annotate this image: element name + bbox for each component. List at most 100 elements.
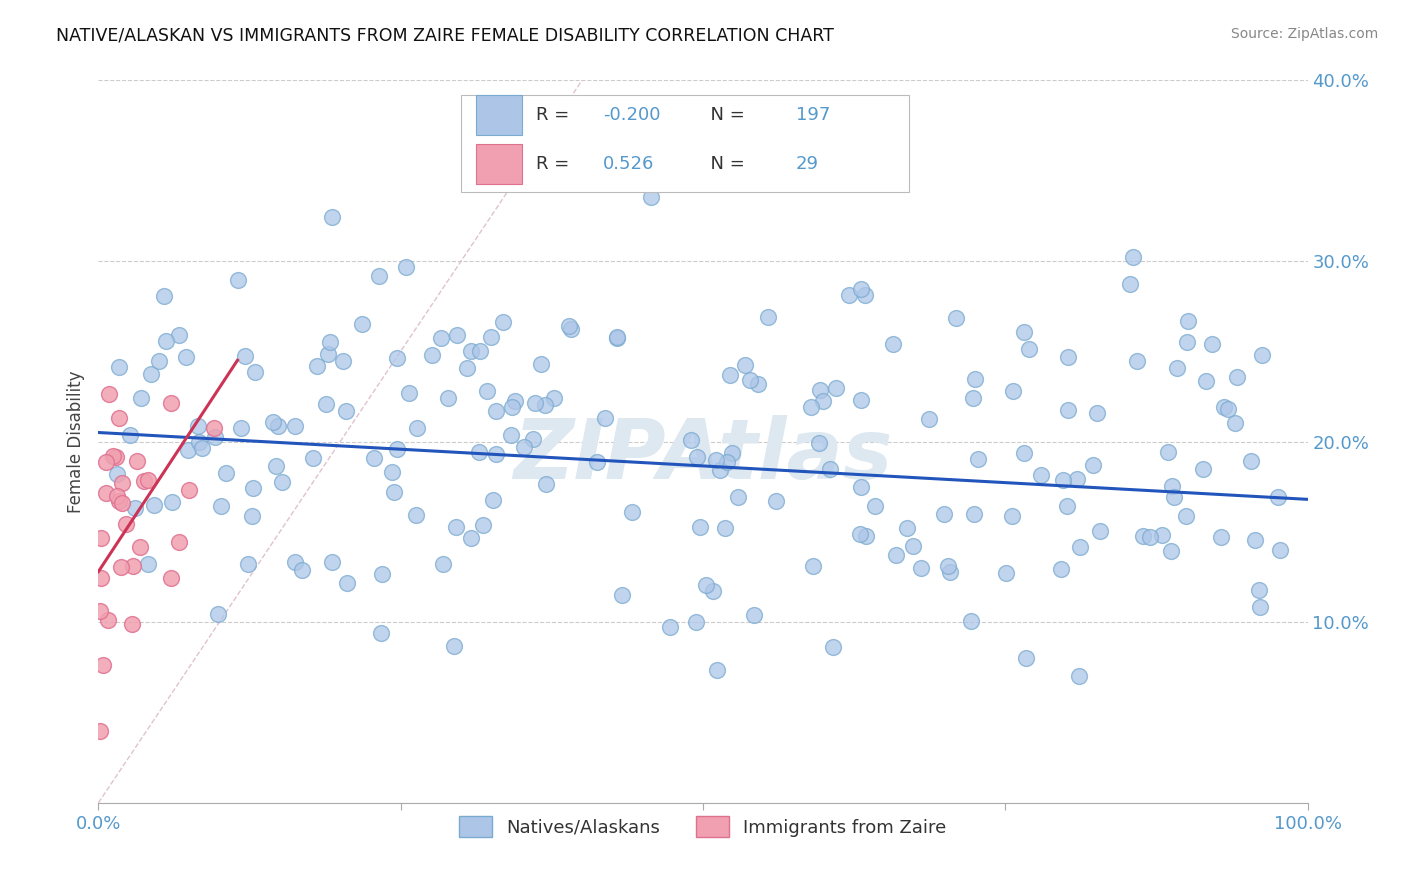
Point xyxy=(524,396,547,410)
Point xyxy=(838,287,860,301)
Point xyxy=(89,723,111,738)
Point xyxy=(395,260,418,275)
Point xyxy=(536,476,558,491)
Point xyxy=(938,566,960,580)
Point xyxy=(332,354,354,368)
Point xyxy=(321,210,343,224)
Point xyxy=(1223,417,1246,431)
Point xyxy=(560,322,582,336)
Point xyxy=(533,398,555,412)
Point xyxy=(896,521,918,535)
Point xyxy=(1018,343,1040,357)
Point xyxy=(352,317,374,331)
Point xyxy=(853,288,876,302)
Point xyxy=(202,421,225,435)
Point xyxy=(187,434,209,449)
Point xyxy=(432,557,454,571)
Point xyxy=(284,419,307,434)
Point xyxy=(121,616,143,631)
Point xyxy=(910,561,932,575)
Point xyxy=(437,391,460,405)
Point xyxy=(851,281,873,295)
Point xyxy=(387,351,409,366)
Point xyxy=(849,480,872,494)
Point xyxy=(264,458,287,473)
Point xyxy=(420,348,443,362)
Point xyxy=(962,391,984,405)
Point xyxy=(808,383,831,397)
Point xyxy=(91,657,114,672)
Point xyxy=(367,268,389,283)
Point xyxy=(190,442,212,456)
Point xyxy=(714,521,737,535)
Point xyxy=(1090,524,1112,539)
Text: 197: 197 xyxy=(796,106,831,124)
Point xyxy=(160,395,183,409)
Point xyxy=(1209,530,1232,544)
Point xyxy=(765,494,787,508)
Point xyxy=(704,452,727,467)
Point xyxy=(236,558,259,572)
Point xyxy=(1067,669,1090,683)
Point xyxy=(336,576,359,591)
Point xyxy=(468,343,491,358)
Point xyxy=(129,540,152,554)
Text: ZIPAtlas: ZIPAtlas xyxy=(513,416,893,497)
Point xyxy=(284,555,307,569)
Point xyxy=(307,359,329,374)
Point xyxy=(1175,334,1198,349)
Point xyxy=(686,450,709,464)
Text: NATIVE/ALASKAN VS IMMIGRANTS FROM ZAIRE FEMALE DISABILITY CORRELATION CHART: NATIVE/ALASKAN VS IMMIGRANTS FROM ZAIRE … xyxy=(56,27,834,45)
Point xyxy=(689,520,711,534)
Point xyxy=(965,372,987,386)
Point xyxy=(129,391,152,405)
Point xyxy=(177,483,200,498)
Point xyxy=(585,455,607,469)
Point xyxy=(1057,403,1080,417)
Point xyxy=(811,394,834,409)
Point xyxy=(136,558,159,572)
Point xyxy=(1081,458,1104,472)
Point xyxy=(111,475,134,490)
Point xyxy=(824,381,846,395)
Point xyxy=(1216,401,1239,416)
Point xyxy=(115,517,138,532)
Point xyxy=(1119,277,1142,291)
Point xyxy=(405,508,427,522)
Point xyxy=(160,494,183,508)
Point xyxy=(863,499,886,513)
Point xyxy=(169,327,191,342)
Point xyxy=(316,346,339,360)
Point xyxy=(718,368,741,383)
Point xyxy=(111,496,134,510)
Point xyxy=(1001,508,1024,523)
Point xyxy=(207,607,229,621)
Point xyxy=(994,566,1017,581)
Point xyxy=(1085,406,1108,420)
Point xyxy=(558,319,581,334)
Point xyxy=(1139,530,1161,544)
Point xyxy=(1212,400,1234,414)
Point xyxy=(530,357,553,371)
Point xyxy=(240,509,263,524)
Point xyxy=(1161,479,1184,493)
Point xyxy=(621,505,644,519)
Point xyxy=(1126,354,1149,368)
Point xyxy=(640,190,662,204)
Point xyxy=(485,447,508,461)
Point xyxy=(945,311,967,326)
Point xyxy=(1226,370,1249,384)
Point xyxy=(849,392,872,407)
Point xyxy=(1056,499,1078,513)
Point xyxy=(472,517,495,532)
Point xyxy=(801,558,824,573)
Point xyxy=(1249,582,1271,597)
Point xyxy=(101,449,124,463)
Point xyxy=(1052,473,1074,487)
Point xyxy=(485,404,508,418)
Point xyxy=(1122,250,1144,264)
Point xyxy=(107,359,129,374)
Point xyxy=(468,445,491,459)
Point xyxy=(1132,528,1154,542)
FancyBboxPatch shape xyxy=(475,95,522,135)
